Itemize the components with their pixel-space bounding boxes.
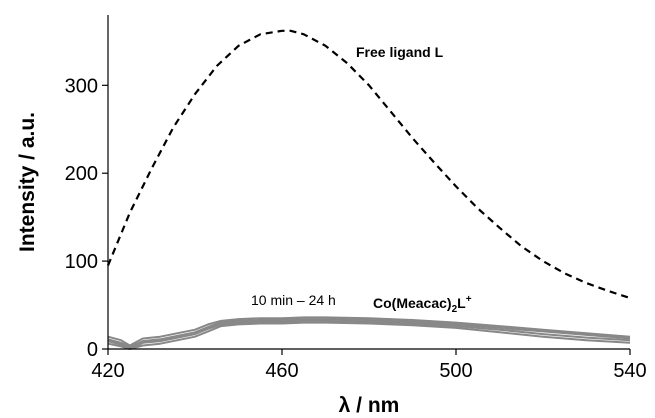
complex-series-line-2 bbox=[107, 318, 631, 349]
time-range-label: 10 min – 24 h bbox=[251, 292, 336, 308]
y-axis-title: Intensity / a.u. bbox=[16, 112, 39, 252]
x-tick-label: 460 bbox=[265, 360, 298, 382]
complex-label-tail: L bbox=[457, 295, 466, 311]
axes bbox=[107, 15, 630, 350]
plot-area bbox=[106, 29, 631, 350]
complex-series-line-3 bbox=[107, 319, 631, 350]
x-axis-title: λ / nm bbox=[339, 394, 400, 417]
x-tick-label: 500 bbox=[439, 360, 472, 382]
complex-label-subscript: 2 bbox=[452, 304, 458, 315]
x-tick-label: 420 bbox=[91, 360, 124, 382]
y-tick-label: 0 bbox=[87, 339, 98, 361]
y-tick-label: 200 bbox=[65, 163, 98, 185]
complex-series-line-4 bbox=[107, 321, 631, 350]
free-ligand-label: Free ligand L bbox=[356, 44, 444, 60]
complex-label: Co(Meacac)2L+ bbox=[373, 294, 472, 315]
y-tick-label: 300 bbox=[65, 75, 98, 97]
complex-label-main: Co(Meacac) bbox=[373, 295, 452, 311]
complex-label-superscript: + bbox=[466, 294, 472, 305]
free-ligand-series-line-0 bbox=[106, 29, 631, 300]
y-tick-label: 100 bbox=[65, 251, 98, 273]
ticks: 420 460 500 540 0 100 200 300 bbox=[65, 75, 647, 382]
x-tick-label: 540 bbox=[613, 360, 646, 382]
complex-series-line-1 bbox=[107, 316, 631, 347]
